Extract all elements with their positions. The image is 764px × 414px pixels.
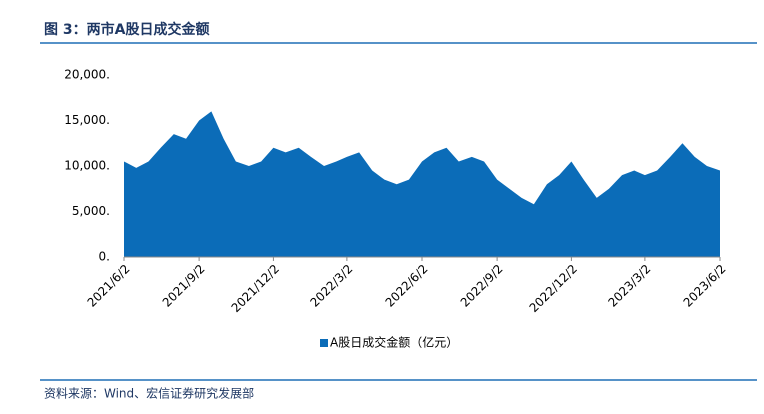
x-tick-label: 2021/12/2: [229, 262, 282, 315]
y-tick-label: 15,000.: [64, 113, 110, 127]
x-tick-label: 2023/6/2: [681, 262, 729, 310]
y-tick-label: 5,000.: [72, 204, 110, 218]
area: [124, 111, 720, 258]
legend-swatch: [320, 339, 328, 347]
x-tick-label: 2021/6/2: [85, 262, 133, 310]
legend-label: A股日成交金额（亿元）: [330, 335, 458, 350]
source-note: 资料来源：Wind、宏信证券研究发展部: [44, 386, 254, 401]
x-tick-label: 2021/9/2: [160, 262, 208, 310]
y-tick-label: 10,000.: [64, 159, 110, 173]
x-tick-label: 2022/9/2: [458, 262, 506, 310]
x-tick-label: 2022/12/2: [527, 262, 580, 315]
figure-title: 图 3：两市A股日成交金额: [44, 21, 209, 38]
x-tick-label: 2022/6/2: [383, 262, 431, 310]
y-tick-label: 20,000.: [64, 68, 110, 82]
x-tick-label: 2023/3/2: [605, 262, 653, 310]
x-tick-label: 2022/3/2: [307, 262, 355, 310]
y-tick-label: 0.: [99, 250, 110, 264]
